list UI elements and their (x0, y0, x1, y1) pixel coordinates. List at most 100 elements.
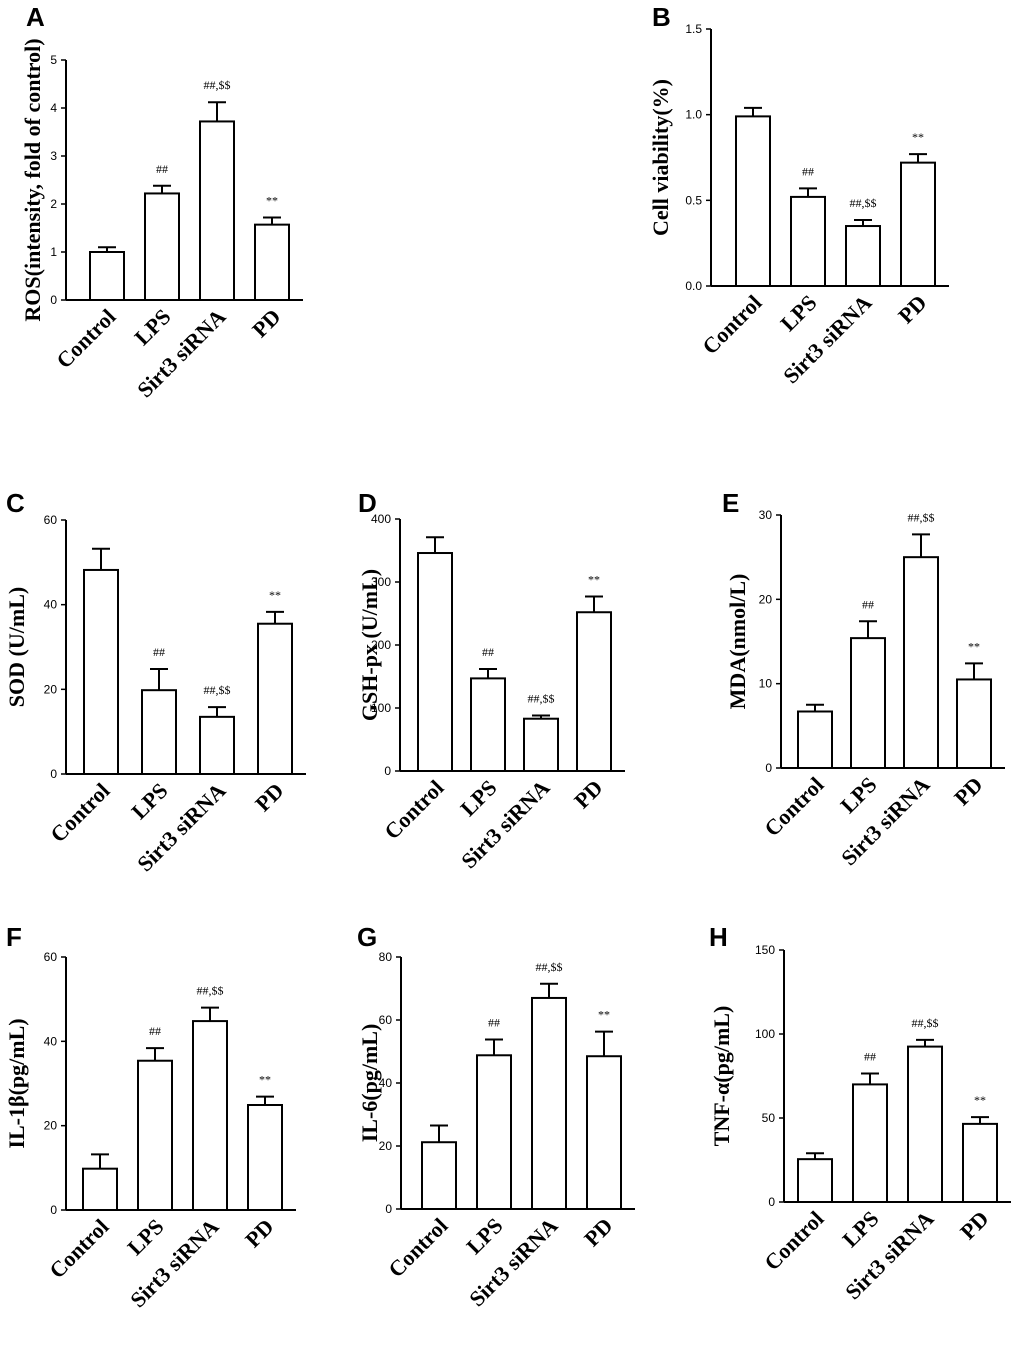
y-axis-label: IL-1β(pg/mL) (4, 1018, 29, 1148)
panel-letter: B (652, 2, 671, 32)
panel-f: FIL-1β(pg/mL)0204060Control##LPS##,$$Sir… (4, 922, 296, 1312)
y-tick-label: 10 (759, 677, 773, 691)
bar (417, 552, 453, 773)
significance-label: ## (153, 645, 165, 659)
significance-label: ** (588, 572, 600, 586)
category-label: PD (250, 778, 288, 816)
y-tick-label: 60 (44, 950, 58, 964)
bar (523, 717, 559, 773)
y-tick-label: 0 (50, 293, 57, 307)
bar (852, 1083, 888, 1204)
significance-label: ** (968, 639, 980, 653)
significance-label: ## (862, 597, 874, 611)
bar (254, 223, 290, 301)
y-tick-label: 40 (44, 1034, 58, 1048)
bar (962, 1122, 998, 1204)
category-label: PD (949, 772, 987, 810)
category-label: LPS (837, 1206, 883, 1252)
bar (137, 1059, 173, 1211)
y-tick-label: 20 (759, 592, 773, 606)
panel-letter: H (709, 922, 728, 952)
y-tick-label: 0 (765, 761, 772, 775)
significance-label: ##,$$ (204, 78, 231, 92)
bar (907, 1045, 943, 1203)
y-axis-label: ROS(intensity, fold of control) (20, 38, 45, 321)
significance-label: ## (149, 1024, 161, 1038)
y-axis-label: SOD (U/mL) (4, 587, 29, 707)
bar (89, 251, 125, 301)
y-tick-label: 1 (50, 245, 57, 259)
y-axis-label: IL-6(pg/mL) (357, 1024, 382, 1143)
y-axis-label: Cell viability(%) (648, 79, 673, 236)
y-tick-label: 3 (50, 149, 57, 163)
significance-label: ##,$$ (528, 692, 555, 706)
significance-label: ##,$$ (912, 1016, 939, 1030)
significance-label: ## (802, 164, 814, 178)
bar (199, 120, 235, 301)
category-label: LPS (835, 772, 881, 818)
bar (476, 1054, 512, 1211)
panel-e: EMDA(nmol/L)0102030Control##LPS##,$$Sirt… (722, 488, 1005, 870)
panel-g: GIL-6(pg/mL)020406080Control##LPS##,$$Si… (357, 922, 635, 1311)
y-tick-label: 4 (50, 101, 57, 115)
y-tick-label: 40 (379, 1076, 393, 1090)
significance-label: ## (488, 1016, 500, 1030)
y-tick-label: 50 (762, 1111, 776, 1125)
significance-label: ## (482, 645, 494, 659)
category-label: Control (697, 290, 766, 359)
y-tick-label: 60 (44, 513, 58, 527)
bar (470, 677, 506, 773)
significance-label: ** (974, 1093, 986, 1107)
panel-letter: F (6, 922, 22, 952)
significance-label: ##,$$ (850, 196, 877, 210)
panel-letter: G (357, 922, 377, 952)
y-tick-label: 0 (50, 767, 57, 781)
bar (247, 1104, 283, 1212)
bar (576, 611, 612, 772)
category-label: LPS (129, 304, 175, 350)
y-tick-label: 80 (379, 950, 393, 964)
y-tick-label: 100 (371, 701, 391, 715)
significance-label: ** (269, 588, 281, 602)
bar (144, 192, 180, 301)
panel-d: D GSH-px (U/mL) 0 100 200 300 400 Control ## LPS #… (357, 488, 625, 873)
y-axis-label: TNF-α(pg/mL) (709, 1006, 734, 1147)
significance-label: ##,$$ (197, 984, 224, 998)
bar (199, 715, 235, 775)
significance-label: ##,$$ (204, 683, 231, 697)
significance-label: ## (864, 1049, 876, 1063)
y-tick-label: 60 (379, 1013, 393, 1027)
bar (421, 1141, 457, 1210)
category-label: PD (893, 290, 931, 328)
y-tick-label: 150 (755, 943, 775, 957)
category-label: LPS (775, 290, 821, 336)
bar (790, 195, 826, 287)
category-label: Control (383, 1213, 452, 1282)
panel-a: A ROS(intensity, fold of control) 0 1 2 3 4 5 Co… (20, 2, 303, 402)
category-label: PD (247, 304, 285, 342)
category-label: PD (955, 1206, 993, 1244)
y-tick-label: 0.0 (685, 279, 702, 293)
y-tick-label: 5 (50, 53, 57, 67)
panel-letter: E (722, 488, 739, 518)
category-label: LPS (455, 775, 501, 821)
category-label: Control (759, 772, 828, 841)
y-tick-label: 0 (50, 1203, 57, 1217)
bar (82, 1167, 118, 1211)
category-label: PD (240, 1214, 278, 1252)
category-label: Control (44, 1214, 113, 1283)
category-label: Control (759, 1206, 828, 1275)
bar (797, 1158, 833, 1204)
y-tick-label: 400 (371, 512, 391, 526)
bar (903, 556, 939, 770)
bar (850, 637, 886, 769)
significance-label: ** (266, 193, 278, 207)
y-tick-label: 20 (379, 1139, 393, 1153)
category-label: LPS (126, 778, 172, 824)
y-tick-label: 0 (384, 764, 391, 778)
category-label: Control (379, 775, 448, 844)
y-tick-label: 0 (768, 1195, 775, 1209)
y-axis-label: MDA(nmol/L) (725, 574, 750, 710)
